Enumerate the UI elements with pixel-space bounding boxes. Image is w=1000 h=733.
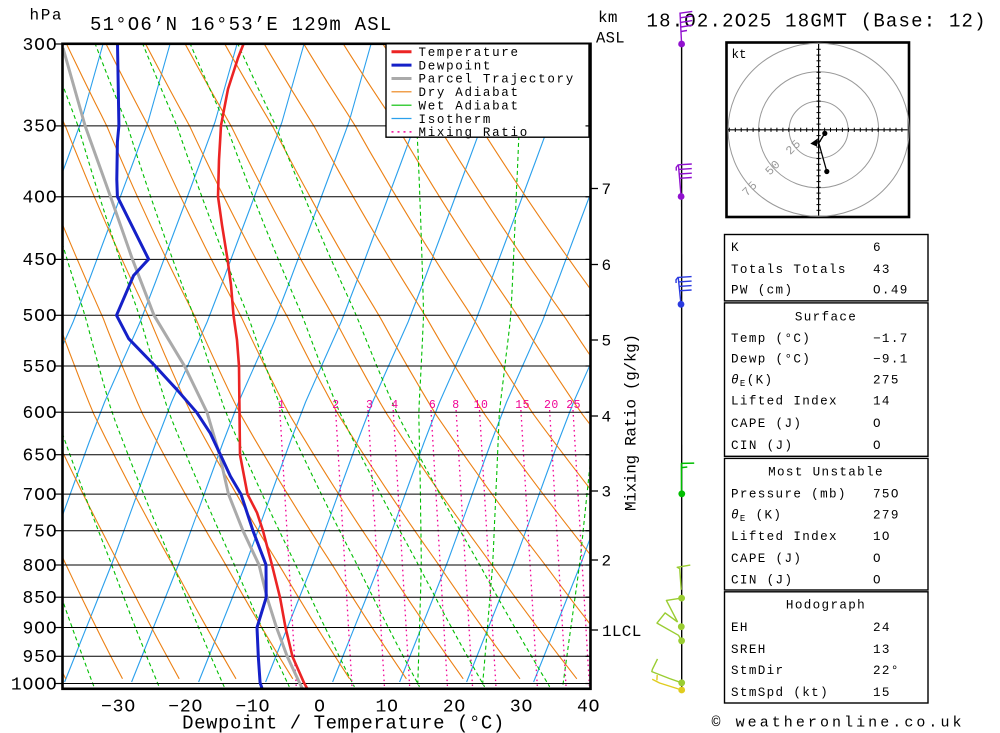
svg-text:O: O	[314, 698, 326, 718]
svg-text:9OO: 9OO	[23, 619, 58, 639]
svg-text:Surface: Surface	[795, 310, 857, 324]
svg-text:3: 3	[366, 399, 373, 412]
svg-text:O: O	[873, 439, 882, 453]
svg-text:−1O: −1O	[235, 698, 270, 718]
svg-text:© weatheronline.co.uk: © weatheronline.co.uk	[712, 715, 965, 732]
svg-text:Hodograph: Hodograph	[786, 599, 866, 613]
svg-text:Mixing Ratio (g/kg): Mixing Ratio (g/kg)	[623, 334, 641, 511]
svg-text:10: 10	[474, 399, 489, 412]
svg-text:3O: 3O	[510, 698, 533, 718]
svg-text:Totals Totals: Totals Totals	[731, 263, 847, 277]
svg-text:279: 279	[873, 509, 900, 523]
svg-text:Dewpoint: Dewpoint	[419, 59, 493, 73]
svg-text:5: 5	[602, 333, 612, 351]
svg-text:24: 24	[873, 621, 891, 635]
svg-text:θE(K): θE(K)	[731, 374, 773, 390]
svg-text:−3O: −3O	[101, 698, 136, 718]
svg-text:275: 275	[873, 374, 900, 388]
svg-text:SREH: SREH	[731, 643, 767, 657]
svg-text:7OO: 7OO	[23, 486, 58, 506]
svg-text:95O: 95O	[23, 648, 58, 668]
svg-text:hPa: hPa	[30, 7, 64, 25]
svg-text:O.49: O.49	[873, 284, 909, 298]
svg-text:13: 13	[873, 643, 891, 657]
svg-text:1O: 1O	[376, 698, 399, 718]
svg-text:O: O	[873, 552, 882, 566]
svg-text:Lifted Index: Lifted Index	[731, 530, 838, 544]
svg-text:StmDir: StmDir	[731, 664, 784, 678]
svg-text:Temperature: Temperature	[419, 46, 520, 60]
svg-text:75O: 75O	[23, 523, 58, 543]
svg-text:Lifted Index: Lifted Index	[731, 394, 838, 408]
svg-text:2: 2	[332, 399, 339, 412]
svg-text:Dewp (°C): Dewp (°C)	[731, 353, 811, 367]
svg-text:8: 8	[452, 399, 459, 412]
svg-text:85O: 85O	[23, 589, 58, 609]
svg-text:43: 43	[873, 263, 891, 277]
svg-text:1: 1	[278, 399, 285, 412]
svg-text:EH: EH	[731, 621, 749, 635]
svg-text:4OO: 4OO	[23, 189, 58, 209]
svg-text:1OOO: 1OOO	[11, 675, 58, 695]
svg-text:Isotherm: Isotherm	[419, 113, 493, 127]
svg-text:K: K	[731, 241, 740, 255]
svg-text:O: O	[873, 574, 882, 588]
svg-text:Pressure (mb): Pressure (mb)	[731, 487, 847, 501]
svg-text:6: 6	[602, 257, 612, 275]
svg-text:15: 15	[515, 399, 530, 412]
svg-text:CAPE (J): CAPE (J)	[731, 552, 802, 566]
svg-text:Parcel Trajectory: Parcel Trajectory	[419, 73, 575, 87]
svg-text:Wet Adiabat: Wet Adiabat	[419, 99, 520, 113]
svg-text:Most Unstable: Most Unstable	[768, 466, 884, 480]
svg-text:3: 3	[602, 484, 612, 502]
svg-text:22°: 22°	[873, 664, 900, 678]
svg-text:7: 7	[602, 181, 612, 199]
svg-text:6: 6	[429, 399, 436, 412]
svg-text:2: 2	[602, 553, 612, 571]
svg-text:θE (K): θE (K)	[731, 509, 782, 525]
svg-text:O: O	[873, 417, 882, 431]
svg-text:14: 14	[873, 394, 891, 408]
svg-text:Mixing Ratio: Mixing Ratio	[419, 126, 529, 140]
svg-text:5OO: 5OO	[23, 307, 58, 327]
svg-text:4: 4	[602, 409, 612, 427]
svg-text:2O: 2O	[443, 698, 466, 718]
svg-text:CAPE (J): CAPE (J)	[731, 417, 802, 431]
svg-text:Dry Adiabat: Dry Adiabat	[419, 86, 520, 100]
svg-text:Temp (°C): Temp (°C)	[731, 332, 811, 346]
svg-text:PW (cm): PW (cm)	[731, 284, 793, 298]
svg-text:StmSpd (kt): StmSpd (kt)	[731, 686, 829, 700]
svg-text:kt: kt	[732, 48, 747, 62]
svg-text:Dewpoint / Temperature (°C): Dewpoint / Temperature (°C)	[182, 713, 505, 733]
svg-text:3OO: 3OO	[23, 36, 58, 56]
svg-text:20: 20	[544, 399, 559, 412]
svg-text:18.O2.2O25 18GMT (Base: 12): 18.O2.2O25 18GMT (Base: 12)	[647, 11, 987, 33]
svg-text:6OO: 6OO	[23, 404, 58, 424]
svg-text:51°O6’N 16°53’E 129m ASL: 51°O6’N 16°53’E 129m ASL	[90, 14, 392, 36]
svg-text:−9.1: −9.1	[873, 353, 909, 367]
svg-text:1LCL: 1LCL	[602, 623, 642, 641]
svg-text:4O: 4O	[577, 698, 600, 718]
svg-text:65O: 65O	[23, 447, 58, 467]
svg-text:1O: 1O	[873, 530, 891, 544]
svg-text:CIN (J): CIN (J)	[731, 574, 793, 588]
svg-text:35O: 35O	[23, 118, 58, 138]
svg-text:55O: 55O	[23, 358, 58, 378]
svg-text:−1.7: −1.7	[873, 332, 909, 346]
svg-text:6: 6	[873, 241, 882, 255]
svg-text:45O: 45O	[23, 251, 58, 271]
svg-text:km: km	[598, 9, 618, 27]
svg-text:8OO: 8OO	[23, 557, 58, 577]
svg-text:25: 25	[566, 399, 581, 412]
svg-text:−2O: −2O	[168, 698, 203, 718]
svg-text:75O: 75O	[873, 487, 900, 501]
svg-text:15: 15	[873, 686, 891, 700]
svg-text:CIN (J): CIN (J)	[731, 439, 793, 453]
svg-text:ASL: ASL	[596, 30, 625, 48]
svg-text:4: 4	[391, 399, 398, 412]
